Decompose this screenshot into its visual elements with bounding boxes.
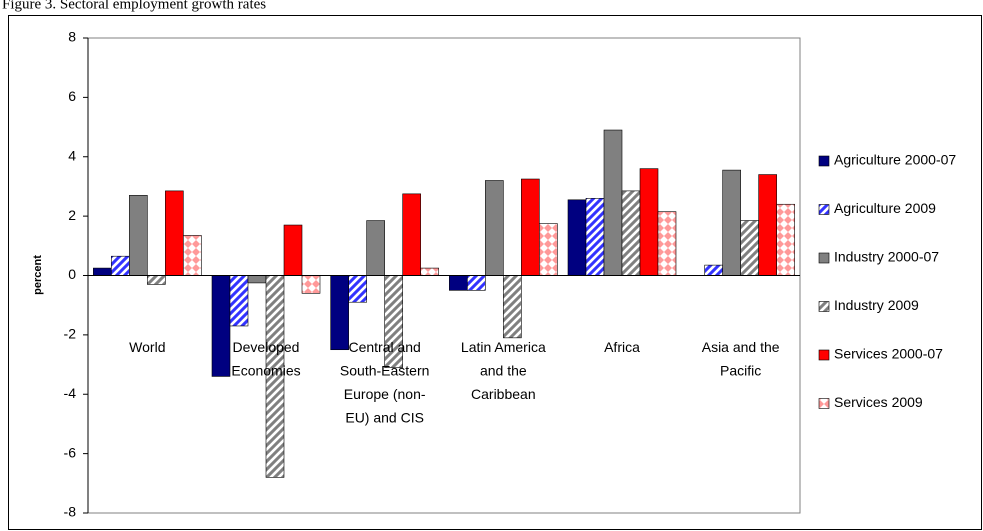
legend-label: Industry 2009 (834, 297, 919, 313)
legend-label: Agriculture 2009 (834, 200, 936, 216)
bar (603, 129, 623, 276)
y-tick-label: -8 (64, 504, 77, 520)
bar (111, 255, 130, 276)
bar (740, 220, 759, 276)
bar (485, 180, 504, 276)
bar (449, 275, 468, 291)
bar (585, 198, 605, 276)
y-tick-label: 2 (68, 207, 76, 223)
bar (420, 267, 439, 276)
chart-title: Figure 3. Sectoral employment growth rat… (2, 0, 266, 12)
legend-label: Industry 2000-07 (834, 249, 939, 265)
legend-label: Agriculture 2000-07 (834, 152, 956, 168)
bar (704, 264, 723, 276)
y-tick-label: 6 (68, 88, 76, 104)
bar (621, 190, 641, 276)
bar (183, 235, 202, 276)
x-category-label: Latin America and the Caribbean (461, 339, 546, 402)
x-category-label: Asia and the Pacific (702, 339, 780, 379)
legend-swatch (818, 204, 830, 215)
bar (366, 220, 385, 276)
y-tick-label: 4 (68, 147, 76, 163)
y-axis-label: percent (32, 255, 44, 295)
x-category-label: World (129, 339, 165, 355)
bar (147, 275, 166, 285)
x-category-label: Africa (604, 339, 640, 355)
bar (503, 275, 522, 339)
bar (283, 224, 303, 276)
bar (467, 275, 486, 291)
legend-label: Services 2009 (834, 394, 923, 410)
chart-frame (8, 15, 982, 530)
x-category-label: Developed Economies (231, 339, 300, 379)
y-tick-label: 0 (68, 266, 76, 282)
bar (722, 169, 741, 276)
y-tick-label: -2 (64, 326, 77, 342)
bar (758, 174, 777, 276)
legend-label: Services 2000-07 (834, 346, 943, 362)
legend-swatch (818, 155, 830, 167)
bar (93, 267, 112, 276)
bar (165, 190, 184, 276)
x-category-label: Central and South-Eastern Europe (non-EU) … (340, 339, 430, 426)
bar (211, 275, 231, 377)
bar (229, 275, 249, 327)
bar (247, 275, 267, 284)
y-tick-label: -4 (64, 385, 77, 401)
bar (539, 223, 558, 276)
legend-swatch (818, 398, 830, 409)
bar (348, 275, 367, 303)
legend-swatch (818, 349, 830, 361)
bar (521, 178, 540, 276)
bar (776, 203, 795, 276)
bar (567, 199, 587, 276)
bar (301, 275, 321, 294)
bar (402, 193, 421, 276)
legend-swatch (818, 252, 830, 264)
legend-swatch (818, 301, 830, 312)
bar (129, 195, 148, 276)
bar (657, 211, 677, 276)
y-tick-label: 8 (68, 29, 76, 45)
bar (330, 275, 349, 351)
y-tick-label: -6 (64, 444, 77, 460)
bar (639, 168, 659, 276)
